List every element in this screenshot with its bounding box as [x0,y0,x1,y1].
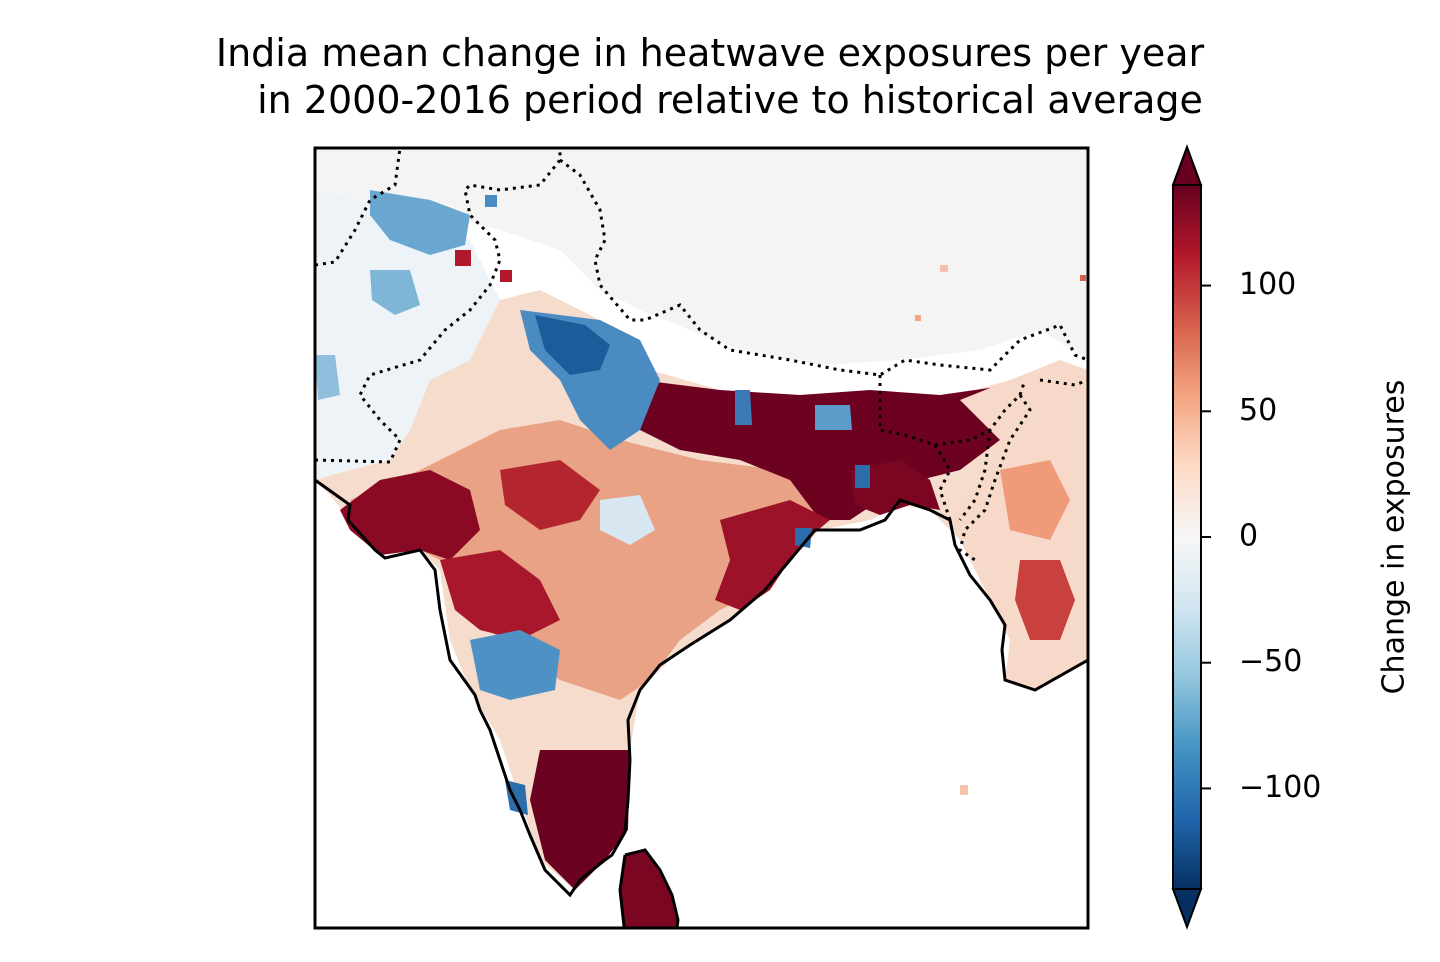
maharashtra-hotspot [440,550,560,640]
colorbar-ticks: 100 50 0 −50 −100 [1201,267,1321,805]
south-tip-hotspot [530,750,630,890]
colorbar-tick-label: 50 [1239,393,1277,428]
colorbar-bottom-extend [1171,888,1203,930]
central-india-warm [350,420,840,700]
colorbar-tick-label: 0 [1239,519,1258,554]
myanmar-north-warm [1000,460,1070,540]
ocean-speck [960,785,968,795]
bengal-cool [855,465,870,488]
title-line-2: in 2000-2016 period relative to historic… [257,78,1203,122]
pakistan-cool-1 [370,190,470,255]
border-afghanistan [315,148,402,267]
colorbar-label: Change in exposures [1377,380,1412,695]
colorbar-tick-label: −50 [1239,644,1302,679]
border-pakistan [315,148,562,464]
east-coast-hotspot [715,500,830,610]
himalaya-region [315,148,1088,365]
ganga-cool-1 [735,390,752,425]
west-region [315,190,500,480]
central-hotspot [500,460,600,530]
odisha-cool [795,528,812,548]
gangetic-hotspot [640,380,1010,520]
colorbar: 100 50 0 −50 −100 Change in exposures [1171,144,1412,930]
sri-lanka-coast [618,848,680,928]
colorbar-body [1172,184,1202,890]
rajasthan-cool-deep [535,315,610,375]
map-frame [313,146,1090,930]
pak-speck [455,250,471,266]
tibet-speck-2 [915,315,921,321]
map-panel [315,148,1088,928]
tibet-speck-1 [940,265,948,272]
pak-speck-3 [485,195,497,207]
pakistan-cool-2 [370,270,420,315]
coastline [315,478,1088,898]
sri-lanka [620,850,678,928]
central-cool [600,495,655,545]
ganga-cool-2 [815,405,852,430]
title-line-1: India mean change in heatwave exposures … [215,31,1205,75]
chart-title: India mean change in heatwave exposures … [0,30,1420,124]
pakistan-cool-3 [315,355,340,400]
myanmar-hotspot [1015,560,1075,640]
colorbar-tick-label: 100 [1239,267,1296,302]
pak-speck-2 [500,270,512,282]
deccan-cool [470,630,560,700]
colorbar-top-extend [1171,144,1203,186]
border-myanmar [958,378,1088,562]
boundaries [315,148,1088,928]
gujarat-hotspot [340,470,480,560]
colorbar-tick-label: −100 [1239,770,1321,805]
border-bangladesh [878,375,1027,521]
bengal-hotspot [850,460,940,515]
tibet-speck-3 [1080,275,1086,281]
